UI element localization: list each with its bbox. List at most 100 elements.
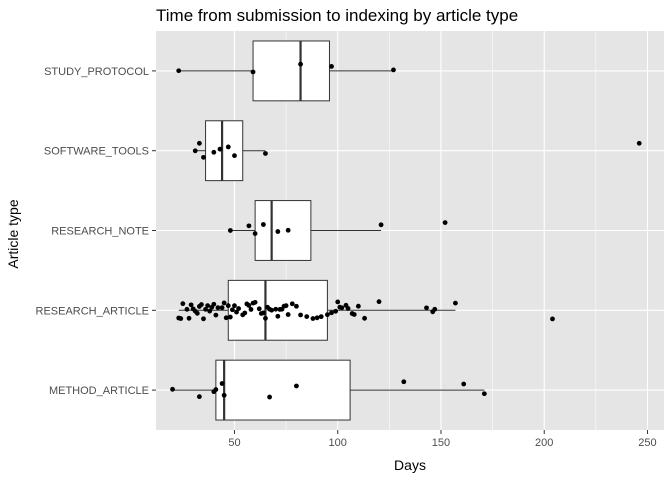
box-software-tools: [205, 120, 244, 182]
data-point-research-article: [199, 302, 204, 307]
data-point-research-article: [180, 301, 186, 307]
data-point-research-article: [298, 312, 303, 318]
plot-marks: [170, 40, 642, 421]
data-point-software-tools: [211, 149, 217, 155]
y-tick-label: SOFTWARE_TOOLS: [44, 146, 149, 158]
data-point-research-article: [232, 303, 237, 309]
data-point-method-article: [221, 392, 227, 398]
data-point-method-article: [294, 383, 299, 389]
y-axis-title: Article type: [5, 199, 21, 268]
data-point-research-note: [252, 231, 258, 236]
data-point-research-article: [318, 314, 324, 320]
data-point-research-article: [329, 310, 334, 316]
data-point-research-article: [223, 315, 229, 321]
chart-title: Time from submission to indexing by arti…: [156, 6, 518, 25]
data-point-research-article: [236, 306, 242, 311]
x-tick-label: 50: [228, 437, 240, 449]
data-point-research-article: [207, 308, 213, 314]
data-point-software-tools: [263, 151, 268, 156]
data-point-research-note: [442, 220, 448, 226]
data-point-research-article: [230, 307, 235, 313]
data-point-research-article: [194, 310, 200, 316]
x-tick-label: 250: [638, 437, 656, 449]
data-point-research-article: [225, 303, 231, 309]
data-point-research-article: [310, 316, 316, 321]
data-point-method-article: [267, 394, 272, 400]
data-point-research-article: [453, 300, 458, 306]
data-point-software-tools: [201, 154, 206, 160]
box-research-note: [254, 200, 312, 261]
data-point-research-article: [275, 313, 281, 319]
data-point-research-note: [227, 228, 233, 233]
data-point-research-article: [285, 312, 291, 317]
data-point-research-article: [178, 316, 184, 321]
x-tick-label: 150: [432, 437, 450, 449]
data-point-research-article: [283, 303, 289, 309]
data-point-research-article: [362, 315, 367, 321]
data-point-research-article: [314, 315, 320, 321]
data-point-research-note: [246, 223, 252, 229]
data-point-research-article: [221, 300, 227, 306]
data-point-research-note: [378, 222, 384, 228]
data-point-research-article: [376, 299, 382, 305]
data-point-research-article: [355, 303, 361, 309]
y-tick-label: METHOD_ARTICLE: [49, 385, 149, 397]
data-point-research-note: [275, 229, 281, 234]
data-point-research-article: [205, 303, 211, 309]
data-point-research-article: [215, 305, 221, 311]
data-point-research-article: [273, 306, 279, 312]
data-point-research-article: [234, 309, 239, 315]
data-point-method-article: [481, 391, 487, 397]
data-point-research-article: [424, 305, 429, 311]
data-point-research-article: [242, 310, 248, 316]
data-point-software-tools: [196, 140, 202, 146]
data-point-research-article: [351, 312, 357, 317]
data-point-research-article: [263, 315, 268, 321]
data-point-method-article: [461, 381, 467, 387]
data-point-research-article: [345, 306, 351, 311]
data-point-study-protocol: [250, 69, 256, 75]
data-point-research-article: [188, 302, 194, 308]
data-point-research-article: [260, 310, 266, 316]
data-point-software-tools: [192, 148, 198, 154]
data-point-research-article: [201, 316, 206, 322]
axes: 50 100 150 200 250 STUDY_PROTOCOL SOFTWARE_TOO…: [36, 66, 657, 449]
data-point-research-article: [203, 306, 208, 312]
data-point-research-article: [227, 314, 233, 320]
data-point-research-note: [285, 227, 291, 233]
data-point-research-note: [260, 222, 266, 227]
data-point-research-article: [269, 307, 275, 313]
box-method-article: [215, 359, 351, 421]
data-point-software-tools: [232, 153, 237, 159]
data-point-method-article: [219, 381, 225, 386]
data-point-research-article: [213, 312, 219, 318]
data-point-research-article: [289, 301, 295, 307]
x-tick-label: 100: [329, 437, 347, 449]
data-point-research-article: [248, 307, 254, 312]
data-point-research-article: [304, 314, 310, 319]
data-point-study-protocol: [391, 67, 396, 73]
data-point-research-article: [333, 308, 339, 314]
data-point-method-article: [170, 386, 175, 392]
data-point-research-article: [324, 312, 330, 318]
data-point-method-article: [401, 379, 407, 385]
data-point-research-article: [184, 306, 190, 312]
y-tick-label: RESEARCH_NOTE: [51, 226, 149, 238]
data-point-research-article: [186, 315, 192, 321]
data-point-software-tools: [636, 140, 642, 146]
data-point-research-article: [252, 299, 258, 305]
data-point-study-protocol: [176, 68, 182, 74]
x-tick-label: 200: [535, 437, 553, 449]
data-point-research-article: [211, 301, 217, 307]
data-point-method-article: [196, 394, 202, 400]
data-point-research-article: [335, 299, 341, 305]
box-study-protocol: [252, 40, 330, 102]
y-tick-label: STUDY_PROTOCOL: [44, 66, 149, 78]
data-point-study-protocol: [298, 61, 303, 67]
data-point-research-article: [246, 303, 252, 308]
data-point-research-article: [256, 306, 262, 312]
data-point-study-protocol: [329, 64, 334, 69]
data-point-method-article: [213, 387, 219, 392]
data-point-research-article: [219, 305, 225, 311]
